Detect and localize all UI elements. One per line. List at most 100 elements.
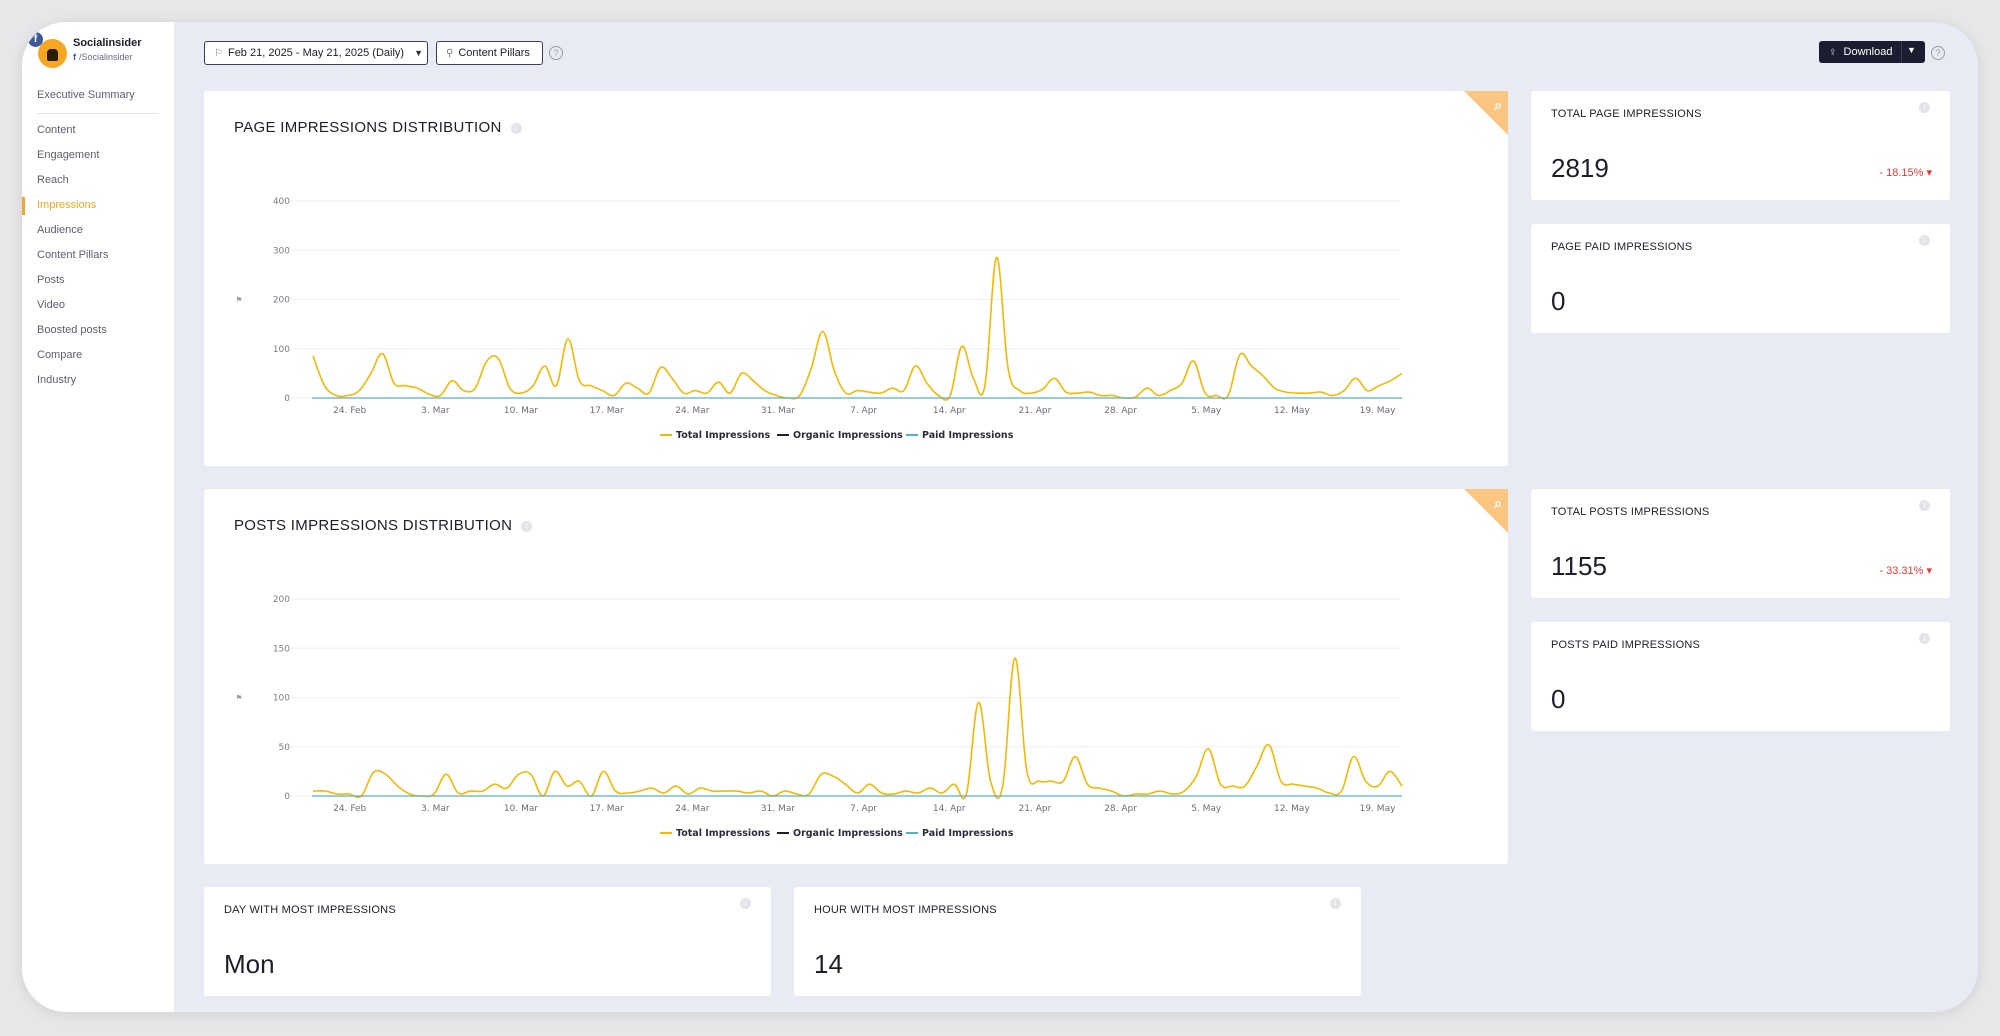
- hour-most-impressions-card: HOUR WITH MOST IMPRESSIONS i 14: [794, 887, 1361, 996]
- nav-executive-summary[interactable]: Executive Summary: [37, 89, 135, 101]
- stat-label: TOTAL POSTS IMPRESSIONS: [1551, 506, 1710, 518]
- download-caret-icon[interactable]: ▼: [1907, 45, 1916, 55]
- nav-boosted-posts[interactable]: Boosted posts: [37, 324, 107, 336]
- x-tick-label: 24. Feb: [333, 804, 366, 814]
- info-icon[interactable]: i: [1919, 102, 1930, 113]
- page-impressions-chart: 0 100 200 300 400 ⚑ 24. Feb 3. Mar 10. Mar 17. Ma…: [235, 197, 1403, 441]
- content-pillars-button[interactable]: ⚲ Content Pillars: [436, 41, 543, 65]
- nav-compare[interactable]: Compare: [37, 349, 83, 361]
- x-tick-label: 12. May: [1274, 804, 1310, 814]
- series-line-total-impressions: [312, 256, 1403, 401]
- x-tick-label: 3. Mar: [421, 804, 450, 814]
- nav-engagement[interactable]: Engagement: [37, 149, 100, 161]
- x-tick-label: 5. May: [1191, 406, 1222, 416]
- y-axis-icon: ⚑: [235, 296, 242, 305]
- info-icon[interactable]: i: [740, 898, 751, 909]
- y-tick-label: 300: [273, 246, 290, 256]
- x-tick-label: 24. Feb: [333, 406, 366, 416]
- x-tick-label: 12. May: [1274, 406, 1310, 416]
- nav-industry[interactable]: Industry: [37, 374, 77, 386]
- search-icon[interactable]: ⌕: [1494, 495, 1502, 511]
- stat-value: 0: [1551, 684, 1566, 714]
- y-tick-label: 100: [273, 694, 290, 704]
- posts-impressions-title-text: POSTS IMPRESSIONS DISTRIBUTION: [234, 517, 513, 534]
- info-icon[interactable]: i: [510, 123, 522, 134]
- day-most-impressions-card: DAY WITH MOST IMPRESSIONS i Mon: [204, 887, 771, 996]
- x-tick-label: 17. Mar: [590, 804, 624, 814]
- x-tick-label: 21. Apr: [1019, 804, 1052, 814]
- x-tick-label: 21. Apr: [1019, 406, 1052, 416]
- total-posts-impressions-card: TOTAL POSTS IMPRESSIONS i 1155 - 33.31% …: [1531, 489, 1950, 598]
- info-icon[interactable]: i: [521, 521, 533, 532]
- page-paid-impressions-card: PAGE PAID IMPRESSIONS i 0: [1531, 224, 1950, 333]
- stat-change: - 18.15% ▾: [1879, 167, 1932, 179]
- posts-impressions-chart: 0 50 100 150 200 ⚑ 24. Feb 3. Mar 10. Mar 17. Mar…: [235, 595, 1403, 839]
- y-tick-label: 200: [273, 595, 290, 605]
- x-tick-label: 17. Mar: [590, 406, 624, 416]
- y-axis-icon: ⚑: [235, 694, 242, 703]
- info-icon[interactable]: i: [1330, 898, 1341, 909]
- stat-value: Mon: [224, 949, 275, 979]
- nav-reach[interactable]: Reach: [37, 174, 69, 186]
- stat-label: HOUR WITH MOST IMPRESSIONS: [814, 904, 997, 916]
- stat-value: 2819: [1551, 153, 1609, 183]
- brand-header[interactable]: f Socialinsider f/Socialinsider: [28, 32, 168, 72]
- legend-label: Total Impressions: [676, 828, 770, 839]
- stat-label: PAGE PAID IMPRESSIONS: [1551, 241, 1693, 253]
- x-tick-label: 10. Mar: [504, 406, 538, 416]
- x-tick-label: 31. Mar: [761, 804, 795, 814]
- active-nav-marker: [22, 197, 25, 215]
- x-tick-label: 5. May: [1191, 804, 1222, 814]
- search-icon[interactable]: ⌕: [1494, 97, 1502, 113]
- x-tick-label: 14. Apr: [933, 406, 966, 416]
- brand-name: Socialinsider: [73, 37, 142, 49]
- x-tick-label: 7. Apr: [850, 406, 877, 416]
- stat-change: - 33.31% ▾: [1879, 565, 1932, 577]
- nav-divider: [37, 113, 159, 114]
- x-tick-label: 14. Apr: [933, 804, 966, 814]
- x-tick-label: 19. May: [1360, 406, 1396, 416]
- help-icon[interactable]: ?: [549, 46, 563, 60]
- stat-label: POSTS PAID IMPRESSIONS: [1551, 639, 1701, 651]
- legend-label: Organic Impressions: [793, 430, 903, 441]
- caret-down-icon: ▼: [414, 48, 423, 58]
- facebook-small-icon: f: [73, 52, 76, 62]
- export-icon: ⇪: [1829, 46, 1837, 57]
- posts-impressions-title: POSTS IMPRESSIONS DISTRIBUTION i: [234, 517, 533, 534]
- download-help-icon[interactable]: ?: [1931, 46, 1945, 60]
- x-tick-label: 10. Mar: [504, 804, 538, 814]
- date-range-label: Feb 21, 2025 - May 21, 2025 (Daily): [227, 47, 405, 59]
- nav-content-pillars[interactable]: Content Pillars: [37, 249, 109, 261]
- x-tick-label: 28. Apr: [1104, 804, 1137, 814]
- nav-video[interactable]: Video: [37, 299, 65, 311]
- x-tick-label: 7. Apr: [850, 804, 877, 814]
- brand-handle: f/Socialinsider: [73, 52, 133, 62]
- nav-posts[interactable]: Posts: [37, 274, 65, 286]
- y-tick-label: 0: [284, 792, 290, 802]
- page-impressions-chart-card: PAGE IMPRESSIONS DISTRIBUTION i ⌕ 0 100 200…: [204, 91, 1508, 466]
- x-tick-label: 24. Mar: [675, 804, 709, 814]
- profile-avatar: [38, 39, 67, 68]
- brand-handle-text: /Socialinsider: [79, 52, 133, 62]
- legend-label: Paid Impressions: [922, 828, 1014, 839]
- facebook-icon: f: [28, 32, 43, 47]
- download-divider: [1901, 41, 1902, 63]
- info-icon[interactable]: i: [1919, 633, 1930, 644]
- download-button[interactable]: ⇪ Download ▼: [1819, 41, 1925, 63]
- date-range-picker[interactable]: ⚐ Feb 21, 2025 - May 21, 2025 (Daily) ▼: [204, 41, 428, 65]
- x-tick-label: 31. Mar: [761, 406, 795, 416]
- info-icon[interactable]: i: [1919, 500, 1930, 511]
- nav-audience[interactable]: Audience: [37, 224, 83, 236]
- nav-impressions[interactable]: Impressions: [37, 199, 97, 211]
- nav-content[interactable]: Content: [37, 124, 76, 136]
- zoom-corner[interactable]: [1464, 91, 1508, 135]
- y-tick-label: 0: [284, 394, 290, 404]
- page-impressions-title-text: PAGE IMPRESSIONS DISTRIBUTION: [234, 119, 502, 136]
- zoom-corner[interactable]: [1464, 489, 1508, 533]
- series-line-total-impressions: [312, 657, 1403, 800]
- x-tick-label: 24. Mar: [675, 406, 709, 416]
- content-pillars-label: Content Pillars: [458, 47, 530, 59]
- info-icon[interactable]: i: [1919, 235, 1930, 246]
- stat-label: TOTAL PAGE IMPRESSIONS: [1551, 108, 1702, 120]
- posts-paid-impressions-card: POSTS PAID IMPRESSIONS i 0: [1531, 622, 1950, 731]
